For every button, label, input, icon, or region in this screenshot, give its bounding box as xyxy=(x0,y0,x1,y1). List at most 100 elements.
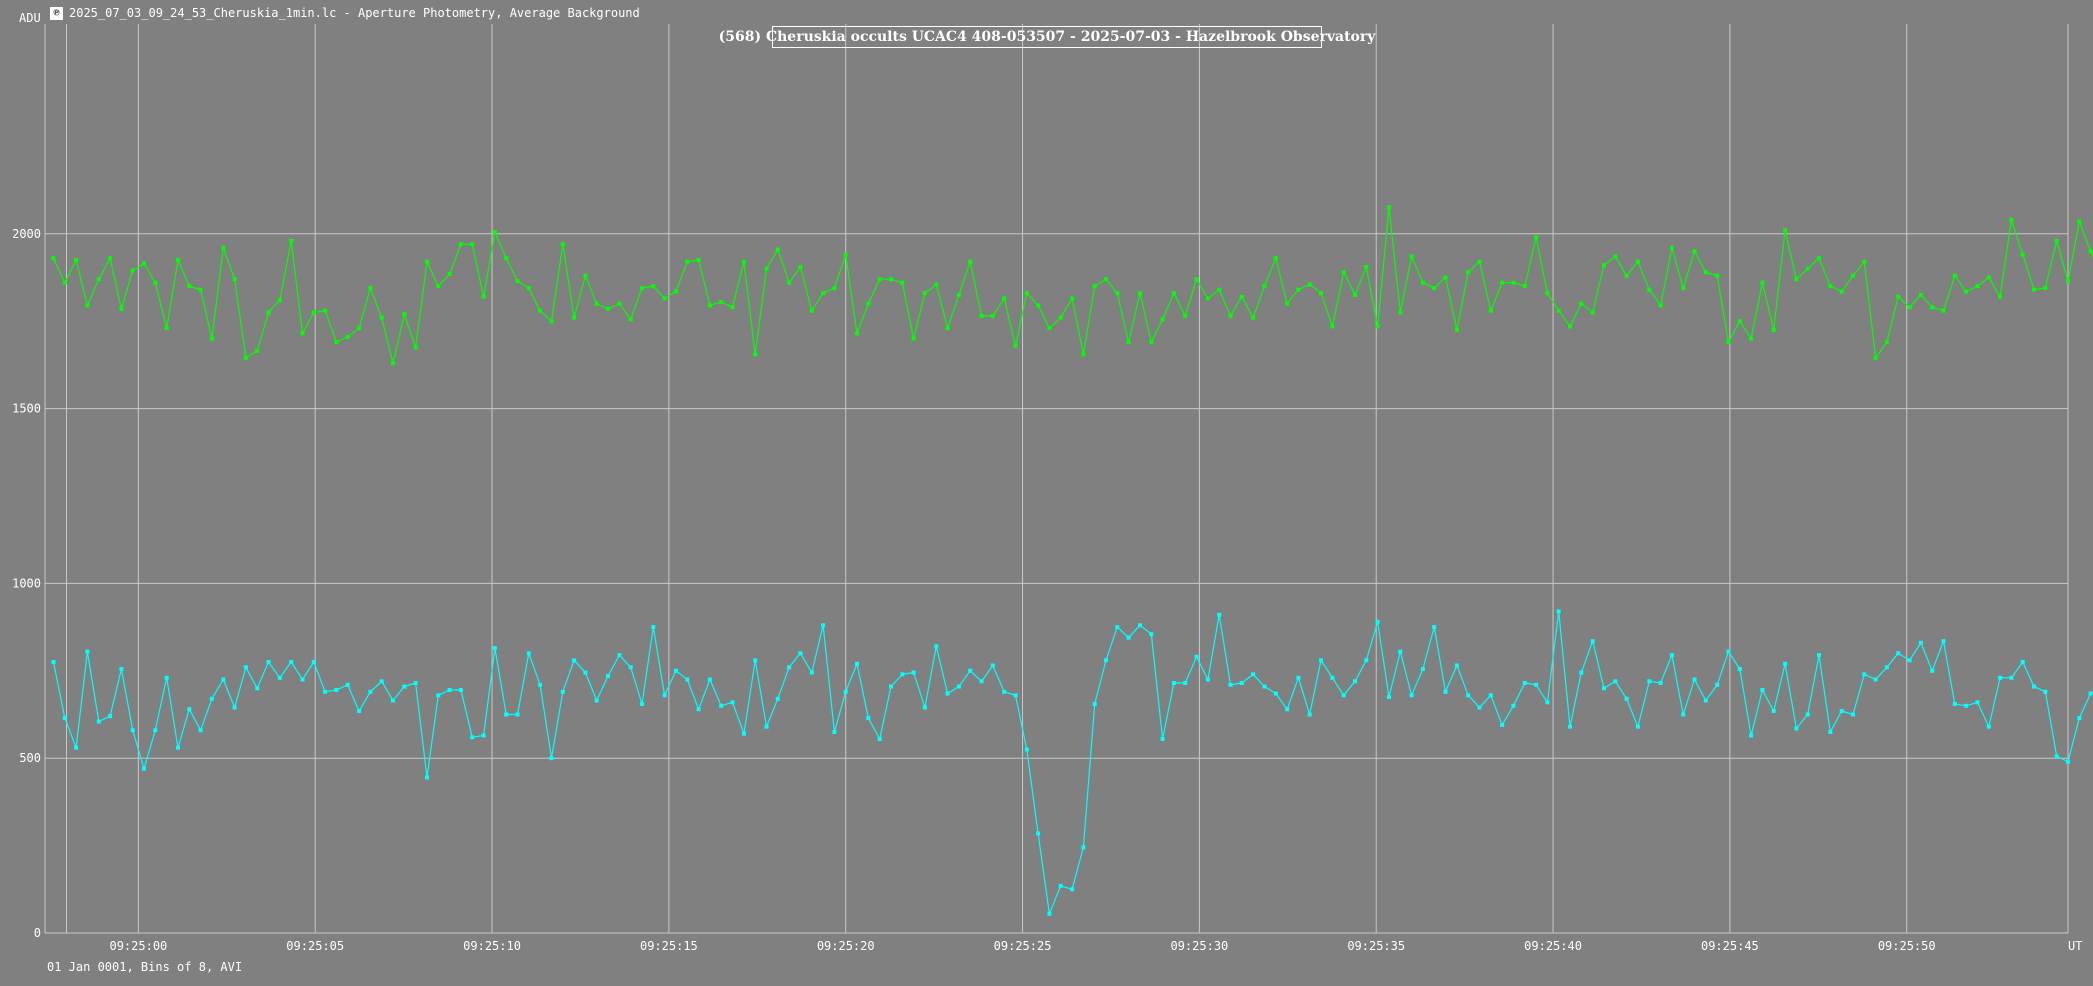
data-point-series-2 xyxy=(357,709,362,713)
data-point-series-1 xyxy=(289,238,294,243)
data-point-series-2 xyxy=(832,730,837,734)
data-point-series-2 xyxy=(1047,911,1052,916)
data-point-series-2 xyxy=(1477,705,1482,710)
x-tick-label: 09:25:25 xyxy=(994,939,1052,953)
data-point-series-1 xyxy=(481,294,486,299)
data-point-series-2 xyxy=(1568,724,1572,729)
data-point-series-2 xyxy=(1941,639,1946,644)
y-tick-label: 1500 xyxy=(12,402,41,416)
data-point-series-1 xyxy=(685,259,690,264)
data-point-series-1 xyxy=(1251,315,1256,320)
data-point-series-1 xyxy=(1330,324,1335,329)
data-point-series-2 xyxy=(1669,653,1674,658)
data-point-series-1 xyxy=(85,303,90,308)
data-point-series-2 xyxy=(96,719,101,724)
data-point-series-1 xyxy=(1715,273,1720,278)
data-point-series-2 xyxy=(2032,684,2036,689)
data-point-series-1 xyxy=(1873,355,1878,360)
data-point-series-2 xyxy=(628,665,633,670)
data-point-series-2 xyxy=(504,712,509,717)
data-point-series-1 xyxy=(707,303,712,308)
x-tick-label: 09:25:20 xyxy=(817,939,875,953)
data-point-series-1 xyxy=(2077,219,2082,224)
data-point-series-2 xyxy=(1330,675,1335,680)
data-point-series-2 xyxy=(1036,831,1041,836)
data-point-series-1 xyxy=(142,261,146,266)
data-point-series-1 xyxy=(1568,324,1572,329)
data-point-series-2 xyxy=(425,775,429,780)
data-point-series-1 xyxy=(1522,284,1527,289)
data-point-series-2 xyxy=(1420,667,1425,671)
x-tick-label: 09:25:10 xyxy=(463,939,521,953)
data-point-series-2 xyxy=(1058,883,1063,888)
data-point-series-2 xyxy=(1319,658,1323,663)
data-point-series-2 xyxy=(402,684,407,689)
data-point-series-2 xyxy=(2054,754,2059,759)
data-point-series-1 xyxy=(1364,265,1369,269)
data-point-series-1 xyxy=(606,306,610,311)
data-point-series-1 xyxy=(572,315,577,320)
data-point-series-2 xyxy=(1613,679,1618,684)
data-point-series-2 xyxy=(753,658,758,663)
data-point-series-2 xyxy=(447,688,452,692)
data-point-series-1 xyxy=(413,345,418,350)
data-point-series-2 xyxy=(764,724,769,729)
data-point-series-1 xyxy=(1749,336,1754,341)
data-point-series-1 xyxy=(221,245,226,250)
data-point-series-2 xyxy=(1511,703,1516,708)
data-point-series-2 xyxy=(1986,724,1991,729)
data-point-series-1 xyxy=(2088,249,2093,254)
data-point-series-1 xyxy=(1353,293,1357,297)
data-point-series-2 xyxy=(594,698,599,703)
data-point-series-2 xyxy=(990,663,995,668)
data-point-series-2 xyxy=(1307,712,1312,717)
data-point-series-1 xyxy=(153,280,158,285)
data-point-series-1 xyxy=(662,296,667,301)
data-point-series-2 xyxy=(1239,681,1244,685)
data-point-series-1 xyxy=(855,331,859,336)
data-point-series-1 xyxy=(1703,270,1708,275)
data-point-series-2 xyxy=(1273,691,1278,696)
data-point-series-2 xyxy=(2088,691,2093,696)
data-point-series-1 xyxy=(843,252,848,257)
data-point-series-2 xyxy=(187,707,192,712)
data-point-series-1 xyxy=(74,258,79,262)
data-point-series-2 xyxy=(1024,747,1029,752)
data-point-series-1 xyxy=(2054,238,2059,243)
data-point-series-1 xyxy=(990,313,995,318)
data-point-series-2 xyxy=(1070,887,1075,892)
data-point-series-2 xyxy=(1454,663,1459,668)
data-point-series-1 xyxy=(945,326,950,331)
data-point-series-2 xyxy=(1398,649,1403,654)
data-point-series-1 xyxy=(425,259,429,264)
window-titlebar: ℗ 2025_07_03_09_24_53_Cheruskia_1min.lc … xyxy=(50,4,640,22)
data-point-series-2 xyxy=(334,688,339,692)
data-point-series-2 xyxy=(1579,670,1584,675)
data-point-series-2 xyxy=(1794,726,1799,731)
data-point-series-2 xyxy=(583,670,588,675)
data-point-series-1 xyxy=(1183,313,1188,318)
data-point-series-1 xyxy=(1149,340,1154,345)
data-point-series-2 xyxy=(1522,681,1527,685)
data-point-series-1 xyxy=(1013,343,1018,348)
data-point-series-1 xyxy=(108,256,113,261)
data-point-series-1 xyxy=(1409,254,1414,259)
data-point-series-1 xyxy=(470,242,475,247)
data-point-series-1 xyxy=(1036,303,1041,308)
data-point-series-1 xyxy=(1024,291,1029,296)
data-point-series-2 xyxy=(130,728,135,733)
data-point-series-2 xyxy=(1375,619,1380,624)
data-point-series-2 xyxy=(1353,679,1357,684)
data-point-series-1 xyxy=(787,280,792,285)
footer-note: 01 Jan 0001, Bins of 8, AVI xyxy=(47,960,243,974)
data-point-series-2 xyxy=(956,684,961,689)
lightcurve-app-icon[interactable]: ℗ xyxy=(50,6,63,20)
data-point-series-1 xyxy=(1556,308,1561,313)
data-point-series-2 xyxy=(2077,716,2082,720)
data-point-series-2 xyxy=(1138,623,1142,628)
data-point-series-1 xyxy=(1500,280,1505,285)
data-point-series-2 xyxy=(266,660,271,664)
data-point-series-1 xyxy=(1534,235,1539,240)
data-point-series-1 xyxy=(1420,280,1425,285)
